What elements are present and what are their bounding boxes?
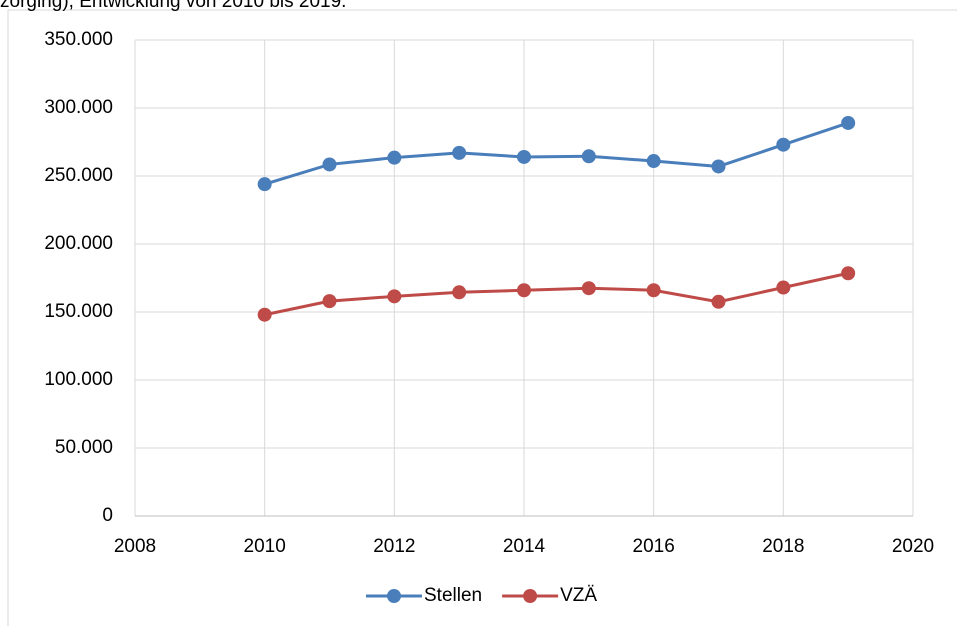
legend-label: Stellen [424,585,482,606]
series-line [264,271,849,317]
y-tick-label: 100.000 [44,369,113,390]
data-point [387,150,402,165]
data-point [517,149,531,164]
data-point [646,283,661,298]
data-point [841,115,856,130]
data-point [257,307,272,322]
data-point [322,294,337,309]
data-point [387,289,402,304]
x-tick-label: 2018 [762,536,804,557]
legend-marker [387,589,401,603]
x-tick-label: 2010 [244,536,286,557]
data-point [711,159,726,174]
y-tick-label: 200.000 [44,233,113,254]
y-tick-label: 250.000 [44,165,113,186]
x-tick-label: 2012 [373,536,415,557]
data-point [517,283,531,298]
data-point [646,154,661,169]
legend-marker [523,589,538,603]
data-point [776,137,791,152]
y-tick-label: 0 [102,505,113,526]
data-point [776,280,791,295]
x-tick-label: 2014 [503,536,546,557]
data-point [257,177,272,192]
x-tick-label: 2016 [633,536,675,557]
series-line [264,121,849,186]
y-tick-label: 300.000 [44,97,113,118]
data-point [581,149,596,164]
data-point [581,281,596,296]
x-tick-label: 2008 [114,536,156,557]
x-tick-label: 2020 [892,536,934,557]
chart-title: zorging), Entwicklung von 2010 bis 2019. [0,0,346,12]
data-point [322,157,337,172]
legend-label: VZÄ [560,585,597,606]
data-point [452,145,467,160]
data-point [711,294,726,309]
y-tick-label: 350.000 [44,29,113,50]
data-point [841,266,856,281]
chart-frame [7,9,957,626]
y-tick-label: 150.000 [44,301,113,322]
y-tick-label: 50.000 [55,437,113,458]
data-point [452,285,467,300]
